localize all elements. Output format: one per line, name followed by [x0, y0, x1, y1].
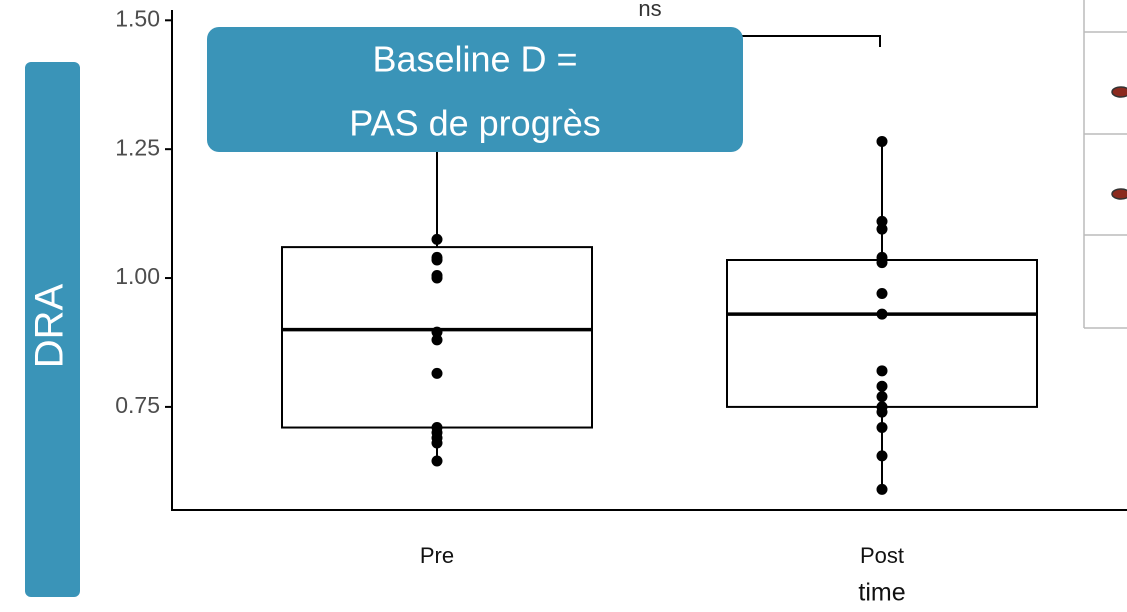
- data-point: [876, 380, 888, 392]
- x-tick-label: Pre: [420, 543, 454, 568]
- data-point: [876, 308, 888, 320]
- data-point: [876, 223, 888, 235]
- data-point: [431, 334, 443, 346]
- data-point: [431, 272, 443, 284]
- data-point: [876, 483, 888, 495]
- side-table: [1083, 0, 1127, 329]
- y-tick-label: 0.75: [115, 392, 160, 418]
- y-label-box: [25, 62, 80, 597]
- data-point: [876, 391, 888, 403]
- plot-area: 1.50 1.25 1.00 0.75 Pre Post: [115, 5, 1038, 568]
- data-point: [876, 135, 888, 147]
- data-point: [431, 254, 443, 266]
- y-tick-label: 1.00: [115, 263, 160, 289]
- data-point: [431, 367, 443, 379]
- significance-label: ns: [638, 0, 661, 21]
- data-point: [876, 422, 888, 434]
- data-point: [431, 437, 443, 449]
- y-tick-label: 1.50: [115, 5, 160, 31]
- y-axis-title: DRA: [28, 283, 72, 368]
- data-point: [876, 257, 888, 269]
- data-point: [431, 326, 443, 338]
- data-point: [431, 233, 443, 245]
- data-point: [876, 450, 888, 462]
- data-point: [876, 406, 888, 418]
- data-point: [876, 365, 888, 377]
- x-tick-label: Post: [860, 543, 904, 568]
- data-point: [431, 455, 443, 467]
- data-point: [876, 288, 888, 300]
- x-axis-title: time: [858, 579, 905, 607]
- callout-box: [207, 27, 743, 152]
- data-point: [876, 215, 888, 227]
- callout-text: PAS de progrès: [349, 103, 600, 144]
- callout-text: Baseline D =: [372, 39, 577, 80]
- y-tick-label: 1.25: [115, 134, 160, 160]
